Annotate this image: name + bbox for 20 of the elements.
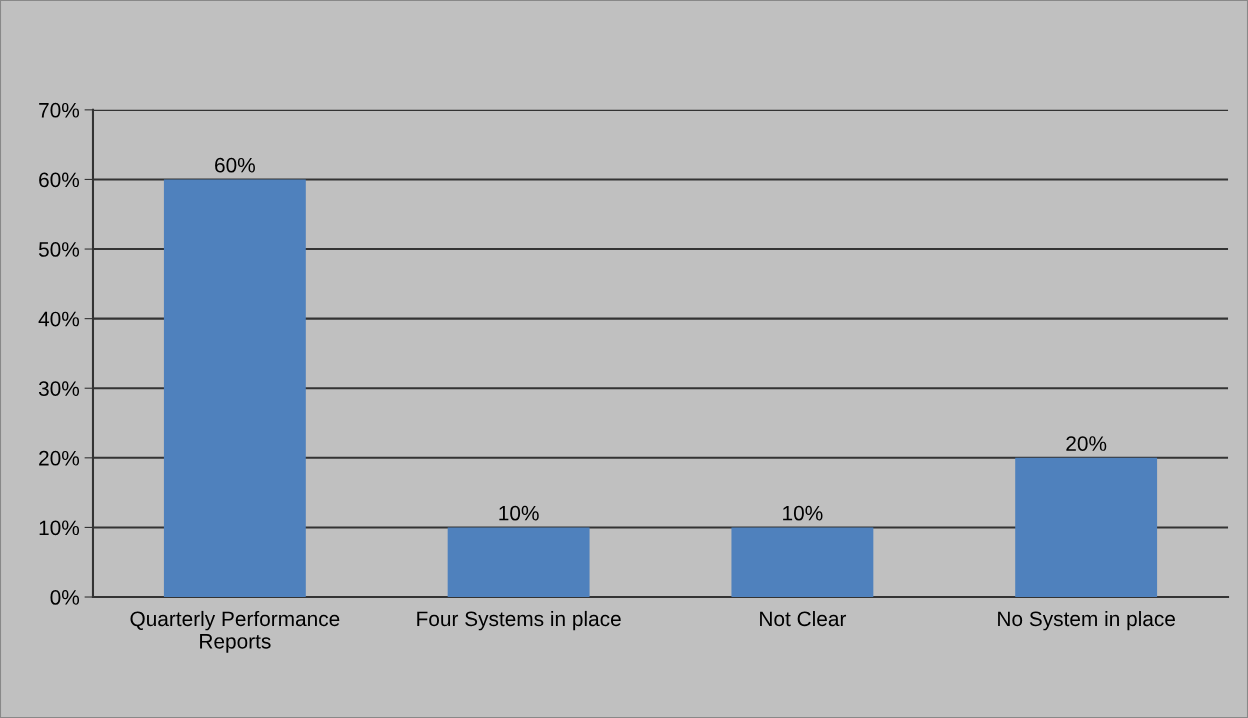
x-tick-label: Quarterly Performance Reports — [130, 610, 340, 653]
bar — [731, 527, 874, 598]
data-label: 10% — [499, 505, 539, 521]
bar — [447, 527, 590, 598]
x-tick-label: Not Clear — [760, 610, 847, 627]
y-tick-label: 30% — [38, 381, 80, 396]
y-tick-label: 20% — [39, 450, 80, 466]
y-tick-label: 50% — [38, 242, 80, 257]
data-label: 10% — [783, 505, 823, 521]
y-tick-label: 60% — [39, 172, 80, 188]
x-tick-label: Four Systems in place — [417, 610, 621, 631]
y-tick-label: 70% — [39, 102, 80, 118]
bar — [1015, 457, 1158, 598]
bar — [163, 179, 306, 598]
y-tick-label: 0% — [50, 590, 80, 605]
y-tick-label: 40% — [38, 311, 80, 327]
data-label: 60% — [215, 157, 255, 173]
y-tick-label: 10% — [39, 520, 80, 536]
x-tick-label: No System in place — [998, 610, 1175, 631]
data-label: 20% — [1066, 436, 1107, 451]
